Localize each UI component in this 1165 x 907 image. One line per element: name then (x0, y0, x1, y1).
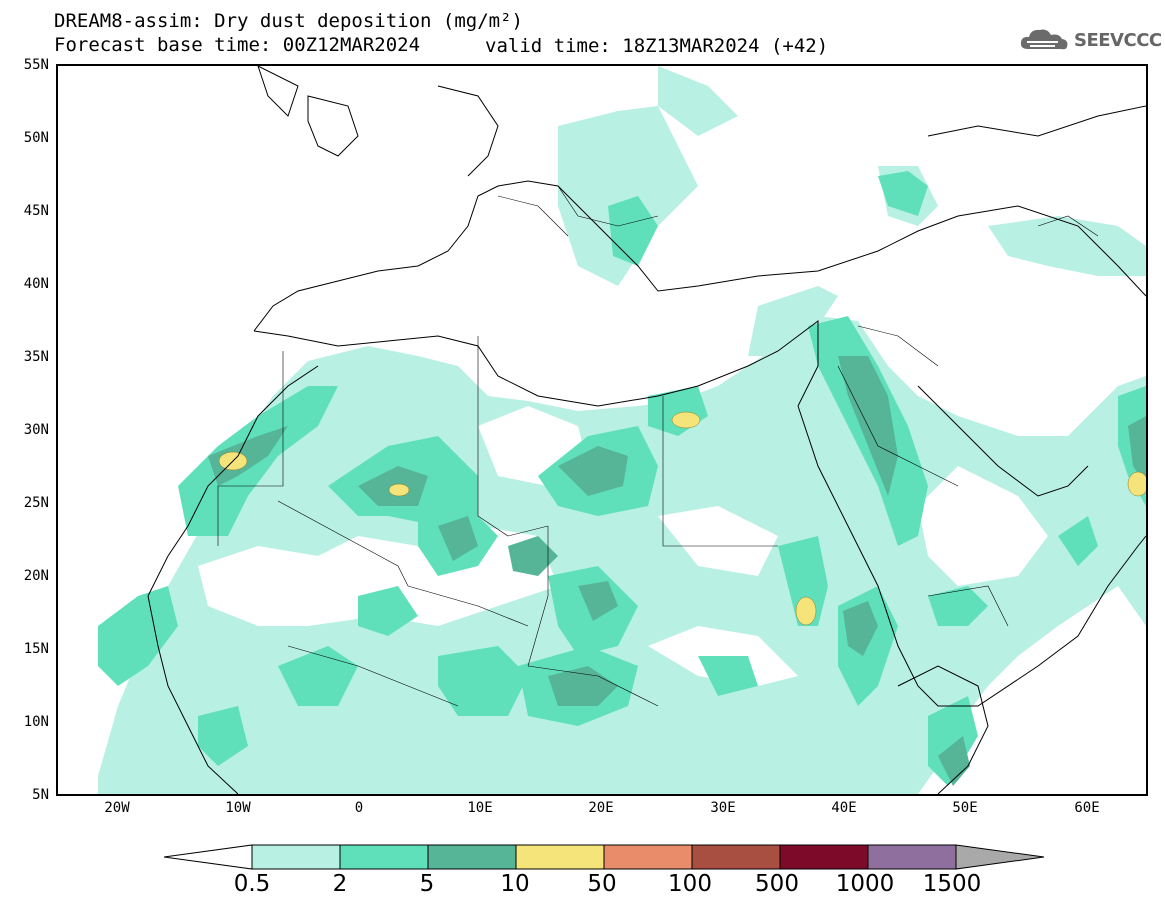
lat-label: 50N (23, 130, 49, 146)
dust-deposition-map (98, 66, 1146, 794)
colorbar-label: 1500 (922, 871, 982, 897)
colorbar-label: 100 (668, 871, 712, 897)
colorbar-label: 10 (500, 871, 530, 897)
colorbar-box (339, 844, 429, 870)
country-borders (217, 185, 1099, 707)
lat-label: 40N (23, 276, 49, 292)
colorbar-box (515, 844, 605, 870)
lon-label: 60E (1074, 800, 1100, 816)
colorbar-box (691, 844, 781, 870)
lat-label: 10N (23, 714, 49, 730)
lat-label: 20N (23, 568, 49, 584)
valid-time: valid time: 18Z13MAR2024 (+42) (485, 35, 829, 57)
level-below-0-5 (198, 406, 1048, 686)
cloud-logo-icon (1020, 29, 1068, 50)
colorbar-label: 2 (332, 871, 348, 897)
colorbar-box (427, 844, 517, 870)
lat-label: 25N (23, 495, 49, 511)
lon-label: 50E (952, 800, 978, 816)
colorbar-label: 50 (587, 871, 617, 897)
colorbar-over-arrow (955, 844, 1044, 870)
lon-label: 20W (104, 800, 130, 816)
lat-label: 5N (32, 787, 49, 803)
logo-text: SEEVCCC (1074, 29, 1162, 51)
colorbar-box (779, 844, 869, 870)
map-title: DREAM8-assim: Dry dust deposition (mg/m²… (54, 10, 523, 32)
lat-label: 35N (23, 349, 49, 365)
colorbar-box (603, 844, 693, 870)
seevccc-logo: SEEVCCC (1018, 22, 1162, 58)
colorbar-label: 500 (755, 871, 799, 897)
lon-label: 30E (710, 800, 736, 816)
map-frame (56, 64, 1148, 796)
lon-label: 10W (225, 800, 251, 816)
lat-label: 45N (23, 203, 49, 219)
colorbar-box (867, 844, 957, 870)
colorbar-label: 1000 (835, 871, 895, 897)
lon-label: 0 (354, 800, 364, 816)
colorbar-label: 0.5 (233, 871, 271, 897)
lon-label: 40E (831, 800, 857, 816)
lat-label: 15N (23, 641, 49, 657)
lat-label: 30N (23, 422, 49, 438)
colorbar-under-arrow (164, 844, 253, 870)
colorbar (164, 844, 1044, 870)
lon-label: 20E (588, 800, 614, 816)
colorbar-box (251, 844, 341, 870)
lat-label: 55N (23, 57, 49, 73)
colorbar-label: 5 (419, 871, 435, 897)
lon-label: 10E (467, 800, 493, 816)
forecast-base-time: Forecast base time: 00Z12MAR2024 (54, 34, 421, 56)
